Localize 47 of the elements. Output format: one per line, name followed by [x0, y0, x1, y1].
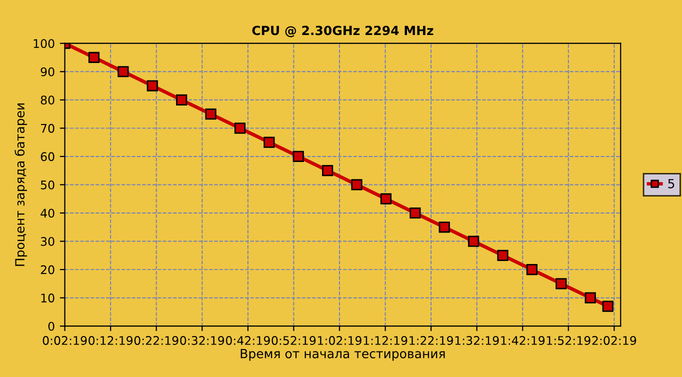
point [292, 150, 304, 162]
point [146, 80, 158, 92]
point [602, 300, 614, 312]
y-tick-label: 80 [40, 96, 54, 105]
legend-label: 5 [668, 179, 674, 188]
x-tick-label: 1:42:19 [501, 336, 545, 345]
x-tick-label: 0:22:19 [134, 336, 178, 345]
point [322, 165, 334, 176]
point [88, 52, 100, 64]
x-tick-label: 0:12:19 [88, 336, 133, 345]
y-tick-label: 100 [34, 39, 54, 48]
point [438, 222, 450, 233]
point [526, 264, 538, 276]
x-tick-label: 1:32:19 [455, 336, 499, 345]
point [176, 94, 188, 106]
x-tick-label: 2:02:19 [592, 336, 636, 345]
y-tick-label: 60 [40, 152, 54, 162]
point [118, 66, 129, 78]
x-tick-label: 1:02:19 [318, 336, 362, 345]
y-tick-label: 0 [48, 322, 54, 331]
point [497, 250, 508, 261]
y-tick-label: 10 [41, 294, 54, 302]
x-tick-label: 1:12:19 [364, 336, 408, 345]
y-tick-label: 20 [40, 265, 54, 274]
point [264, 136, 275, 148]
x-tick-label: 0:02:19 [42, 336, 87, 345]
point [410, 207, 421, 219]
x-tick-label: 0:42:19 [226, 336, 270, 345]
point [351, 179, 362, 190]
y-axis-title: Процент заряда батареи [14, 104, 27, 266]
point [234, 122, 246, 134]
x-tick-label: 1:22:19 [410, 336, 453, 345]
x-axis-title: Время от начала тестирования [240, 349, 445, 361]
chart-title: CPU @ 2.30GHz 2294 MHz [252, 26, 434, 38]
point [468, 236, 480, 247]
y-tick-label: 30 [40, 237, 54, 246]
y-tick-label: 90 [40, 67, 54, 76]
point [584, 292, 596, 304]
y-tick-label: 50 [40, 180, 54, 190]
point [556, 278, 567, 290]
x-tick-label: 1:52:19 [546, 336, 590, 345]
point [205, 108, 216, 120]
y-tick-label: 70 [41, 124, 54, 133]
y-tick-label: 40 [40, 208, 54, 218]
point [380, 193, 392, 204]
x-tick-label: 0:32:19 [180, 336, 224, 345]
x-tick-label: 0:52:19 [272, 336, 316, 345]
